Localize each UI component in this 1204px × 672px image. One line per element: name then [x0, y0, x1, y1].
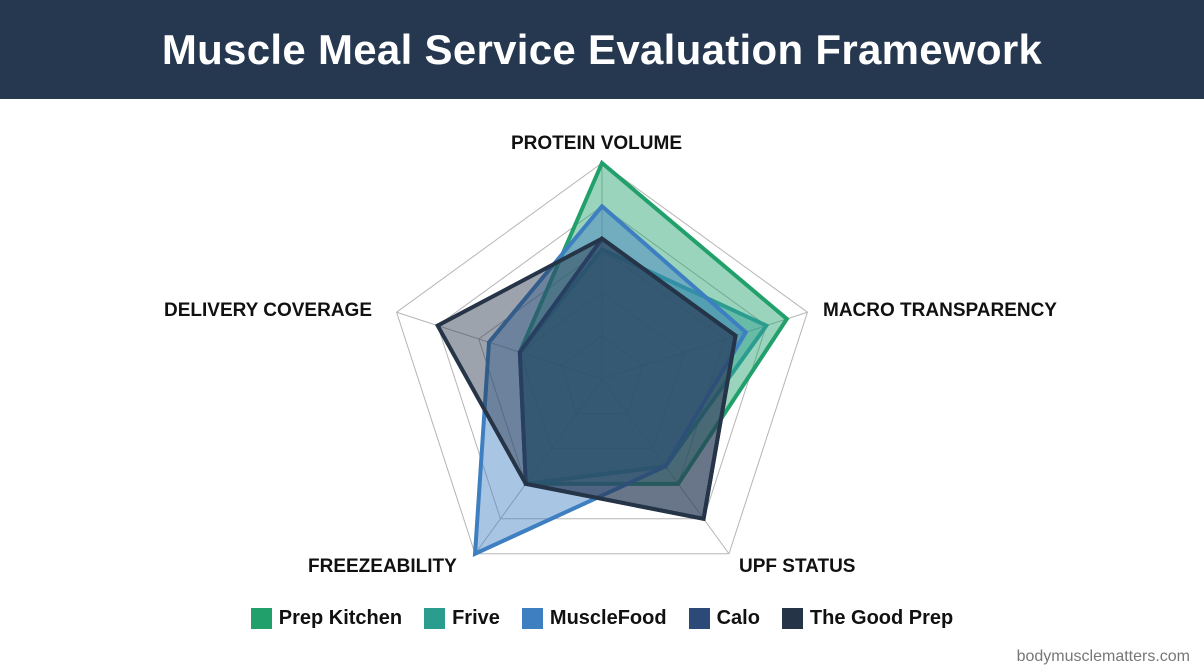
legend-label: The Good Prep: [809, 607, 954, 629]
legend-label: Calo: [716, 607, 760, 629]
chart-title: Muscle Meal Service Evaluation Framework: [161, 25, 1043, 73]
legend-item-musclefood[interactable]: MuscleFood: [521, 607, 667, 630]
axis-spoke: [474, 378, 603, 555]
legend-swatch: [250, 608, 272, 629]
radar-chart: [395, 159, 809, 557]
axis-label-freezeability: FREEZEABILITY: [308, 556, 457, 577]
axis-label-upf-status: UPF STATUS: [739, 556, 856, 577]
legend: Prep Kitchen Frive MuscleFood Calo The G…: [0, 607, 1204, 630]
legend-item-the-good-prep[interactable]: The Good Prep: [781, 607, 954, 630]
legend-item-frive[interactable]: Frive: [424, 607, 500, 630]
header-banner: Muscle Meal Service Evaluation Framework: [0, 0, 1204, 99]
series-the-good-prep[interactable]: [434, 236, 738, 522]
legend-label: Frive: [452, 607, 500, 629]
grid-ring: [437, 205, 767, 520]
legend-label: MuscleFood: [549, 607, 667, 629]
grid-ring: [519, 291, 685, 450]
legend-swatch: [521, 608, 543, 629]
watermark: bodymusclematters.com: [1016, 648, 1190, 665]
legend-item-prep-kitchen[interactable]: Prep Kitchen: [250, 607, 403, 630]
legend-swatch: [688, 608, 710, 629]
axis-label-macro-transparency: MACRO TRANSPARENCY: [823, 300, 1057, 321]
axis-label-protein-volume: PROTEIN VOLUME: [511, 133, 683, 154]
axis-label-delivery-coverage: DELIVERY COVERAGE: [164, 300, 372, 321]
grid-ring: [560, 335, 644, 415]
axis-spoke: [601, 311, 808, 380]
legend-item-calo[interactable]: Calo: [688, 607, 760, 630]
legend-label: Prep Kitchen: [278, 607, 403, 629]
legend-swatch: [424, 608, 446, 629]
axis-spoke: [396, 311, 603, 380]
series-prep-kitchen[interactable]: [517, 159, 790, 486]
legend-swatch: [781, 608, 803, 629]
grid-ring: [395, 162, 809, 555]
